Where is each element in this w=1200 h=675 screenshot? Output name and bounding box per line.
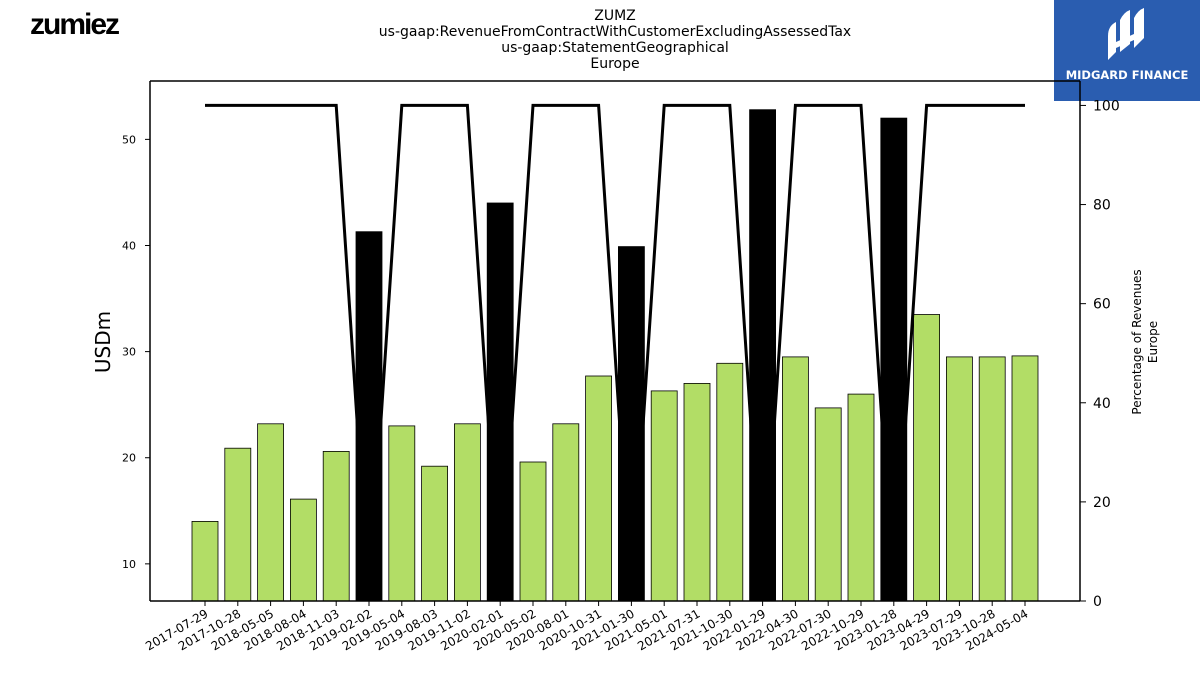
bar: [946, 356, 973, 602]
bar: [421, 465, 449, 602]
y2-tick-label: 40: [1093, 396, 1111, 412]
y2-tick-label: 60: [1093, 297, 1111, 313]
bar: [191, 521, 219, 602]
chart-titles: ZUMZ us-gaap:RevenueFromContractWithCust…: [379, 8, 851, 72]
bar: [847, 393, 875, 602]
y-tick-label: 30: [122, 346, 136, 359]
bar: [388, 425, 416, 602]
y2-tick-label: 100: [1093, 98, 1120, 114]
zumiez-logo: zumiez: [30, 8, 120, 41]
bar: [880, 117, 908, 602]
bar: [716, 362, 744, 602]
chart-title-ticker: ZUMZ: [594, 8, 636, 24]
y-axis-label: USDm: [91, 311, 115, 373]
bar: [224, 447, 252, 602]
y-tick-label: 40: [122, 239, 136, 252]
percentage-line: [205, 103, 1025, 602]
midgard-finance-name: MIDGARD FINANCE: [1065, 68, 1189, 82]
y2-tick-label: 20: [1093, 495, 1111, 511]
y2-tick-label: 80: [1093, 198, 1111, 214]
bar: [749, 109, 776, 602]
y-tick-label: 50: [122, 133, 136, 146]
y2-axis-label: Percentage of Revenues: [1130, 269, 1144, 414]
bar: [1011, 355, 1039, 602]
y2-axis-label: Europe: [1146, 321, 1160, 363]
bar: [355, 231, 383, 602]
bar: [552, 423, 580, 602]
bar: [814, 407, 842, 602]
bar: [782, 356, 809, 602]
bar: [322, 450, 350, 602]
bar: [618, 246, 645, 602]
midgard-finance-logo: MIDGARD FINANCE: [1054, 0, 1200, 101]
bar: [289, 498, 317, 602]
bar: [585, 375, 612, 602]
bar: [453, 423, 481, 602]
y2-tick-label: 0: [1093, 594, 1102, 610]
y-tick-label: 10: [122, 558, 136, 571]
y-tick-label: 20: [122, 452, 136, 465]
bar: [486, 202, 514, 602]
bar: [519, 461, 547, 602]
chart-title-member: Europe: [590, 56, 640, 72]
bar: [650, 390, 678, 602]
chart-title-concept: us-gaap:RevenueFromContractWithCustomerE…: [378, 24, 852, 40]
bar: [913, 314, 940, 602]
chart-title-axis: us-gaap:StatementGeographical: [501, 40, 729, 56]
bar: [978, 356, 1006, 602]
bar: [257, 423, 285, 602]
bar: [683, 382, 711, 602]
midgard-emblem-icon: [1108, 8, 1144, 60]
